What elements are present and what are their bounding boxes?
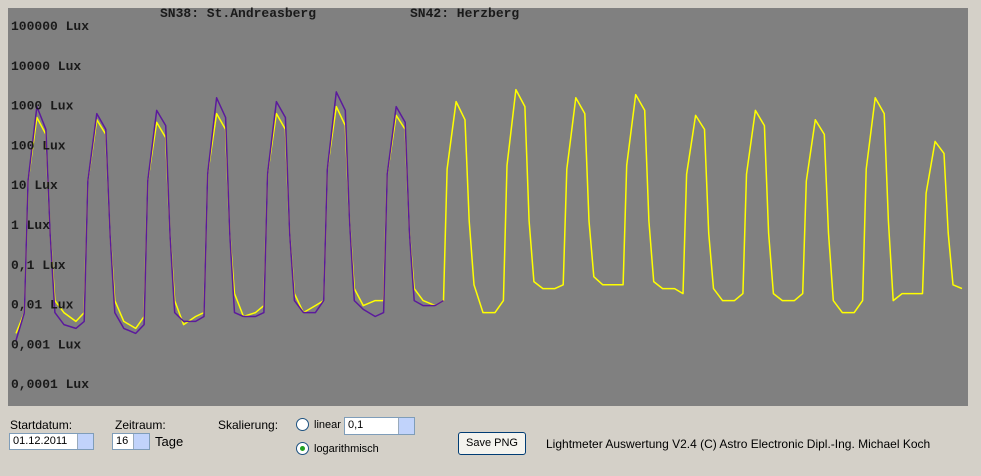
date-picker[interactable]: 01.12.2011 [9,433,94,450]
linear-label: linear [314,419,341,431]
y-tick-label: 1 Lux [11,218,50,233]
y-tick-label: 0,001 Lux [11,337,81,352]
y-tick-label: 100000 Lux [11,19,89,34]
chart: 100000 Lux 10000 Lux 1000 Lux 100 Lux 10 Lux… [8,6,968,406]
footer: Lightmeter Auswertung V2.4 (C) Astro Ele… [546,437,931,451]
y-tick-label: 10 Lux [11,178,58,193]
range-unit: Tage [155,434,184,449]
y-tick-label: 0,0001 Lux [11,377,89,392]
legend-entry: SN42: Herzberg [410,6,519,21]
log-label: logarithmisch [314,443,379,455]
scale-label: Skalierung: [218,418,279,432]
legend-entry: SN38: St.Andreasberg [160,6,316,21]
linear-value: 0,1 [348,419,364,431]
y-tick-label: 0,1 Lux [11,258,66,273]
date-value: 01.12.2011 [13,435,68,447]
y-tick-label: 10000 Lux [11,59,81,74]
linear-select[interactable]: 0,1 [344,417,415,435]
radio-log[interactable] [296,442,309,455]
data-line [15,91,444,341]
plot-area [8,8,968,406]
radio-linear[interactable] [296,418,309,431]
y-tick-label: 0,01 Lux [11,298,74,313]
range-spinner[interactable]: 16 [112,433,150,450]
save-button[interactable]: Save PNG [458,432,526,455]
y-tick-label: 100 Lux [11,138,66,153]
start-label: Startdatum: [10,418,73,432]
y-tick-label: 1000 Lux [11,99,74,114]
range-value: 16 [116,435,129,447]
range-label: Zeitraum: [115,418,166,432]
